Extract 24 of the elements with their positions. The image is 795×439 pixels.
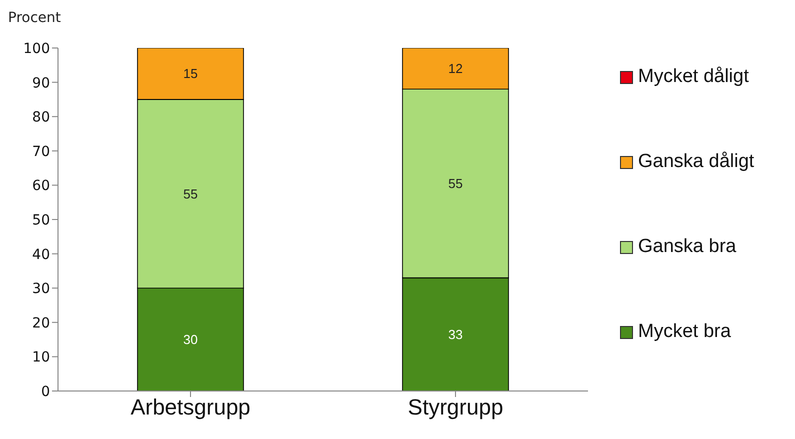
data-label: 33 (448, 326, 463, 342)
y-tick-label: 20 (32, 315, 50, 332)
y-tick-label: 60 (32, 178, 50, 194)
y-tick-label: 80 (32, 110, 50, 126)
y-tick-label: 40 (32, 246, 50, 263)
y-tick-label: 10 (32, 350, 50, 366)
y-tick-label: 70 (32, 144, 50, 160)
data-label: 55 (448, 176, 463, 191)
y-tick-label: 100 (23, 40, 50, 57)
data-label: 55 (183, 186, 198, 202)
y-tick-label: 30 (32, 281, 50, 298)
x-tick-label: Styrgrupp (408, 394, 504, 420)
legend-label: Ganska dåligt (638, 151, 754, 173)
y-tick-label: 0 (41, 384, 50, 400)
legend-label: Mycket dåligt (638, 66, 749, 88)
data-label: 15 (183, 66, 198, 82)
y-tick-label: 90 (32, 75, 50, 92)
data-label: 12 (448, 61, 463, 76)
y-tick-label: 50 (32, 212, 50, 228)
legend-label: Mycket bra (638, 321, 731, 343)
x-tick-label: Arbetsgrupp (130, 394, 250, 420)
data-label: 30 (183, 332, 198, 348)
legend-label: Ganska bra (638, 236, 736, 258)
y-axis-title: Procent (8, 10, 61, 26)
